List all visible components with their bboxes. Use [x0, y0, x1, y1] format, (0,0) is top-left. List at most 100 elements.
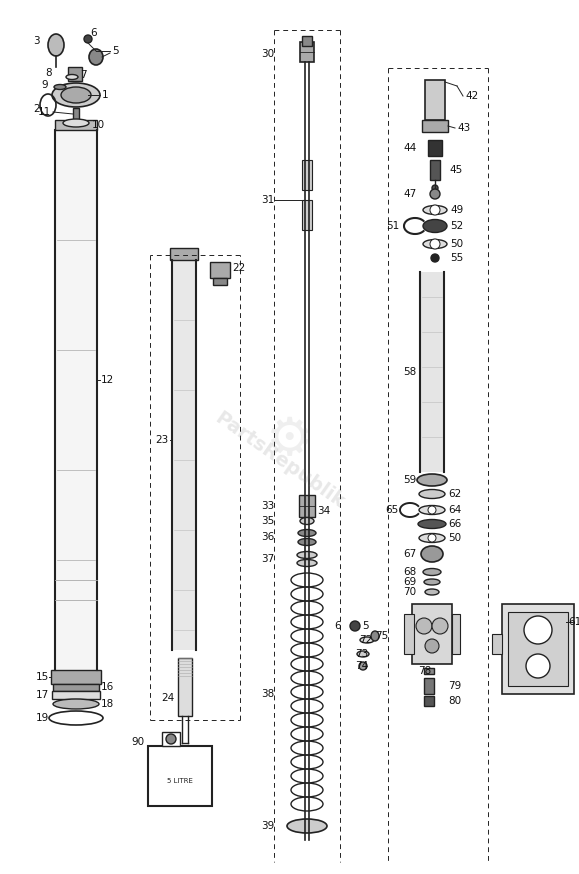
Bar [300, 42, 314, 62]
Ellipse shape [419, 505, 445, 515]
Text: 50: 50 [448, 533, 461, 543]
Bar [412, 604, 452, 664]
Ellipse shape [298, 530, 316, 537]
Text: 35: 35 [261, 516, 274, 526]
Circle shape [416, 618, 432, 634]
Text: 72: 72 [359, 635, 372, 645]
Text: 78: 78 [418, 666, 431, 676]
Ellipse shape [48, 34, 64, 56]
Circle shape [359, 662, 367, 670]
Ellipse shape [53, 699, 99, 709]
Text: 68: 68 [403, 567, 416, 577]
Ellipse shape [298, 538, 316, 545]
Bar [170, 248, 198, 260]
Circle shape [430, 239, 440, 249]
Bar [52, 691, 100, 699]
Text: 43: 43 [457, 123, 470, 133]
Text: 65: 65 [385, 505, 398, 515]
Circle shape [432, 618, 448, 634]
Ellipse shape [52, 83, 100, 107]
Ellipse shape [421, 546, 443, 562]
Ellipse shape [423, 568, 441, 575]
Text: 51: 51 [386, 221, 399, 231]
Text: 11: 11 [38, 107, 51, 117]
Text: 60: 60 [578, 644, 579, 654]
Text: 61: 61 [568, 617, 579, 627]
Text: 80: 80 [448, 696, 461, 706]
Circle shape [431, 254, 439, 262]
Circle shape [432, 185, 438, 191]
Text: 10: 10 [92, 120, 105, 130]
Bar [502, 604, 574, 694]
Bar [424, 678, 434, 694]
Bar [424, 696, 434, 706]
Text: 70: 70 [403, 587, 416, 597]
Bar [55, 130, 97, 670]
Text: 18: 18 [101, 699, 114, 709]
Text: 45: 45 [449, 165, 462, 175]
Text: 37: 37 [261, 554, 274, 564]
Text: 9: 9 [41, 80, 48, 90]
Text: 74: 74 [355, 661, 368, 671]
Ellipse shape [63, 119, 89, 127]
Bar [508, 612, 568, 686]
Text: 59: 59 [403, 475, 416, 485]
Text: 12: 12 [101, 375, 114, 385]
Text: 8: 8 [45, 68, 52, 78]
Ellipse shape [89, 49, 103, 65]
Ellipse shape [360, 637, 374, 643]
Text: 5: 5 [362, 621, 369, 631]
Bar [492, 634, 502, 654]
Text: PartsRepublik: PartsRepublik [212, 408, 348, 512]
Text: 24: 24 [161, 693, 174, 703]
Ellipse shape [297, 551, 317, 558]
Ellipse shape [424, 579, 440, 585]
Ellipse shape [423, 205, 447, 214]
Bar [424, 668, 434, 674]
Bar [302, 160, 312, 190]
Text: 6: 6 [335, 621, 341, 631]
Text: 52: 52 [450, 221, 463, 231]
Circle shape [84, 35, 92, 43]
Text: 16: 16 [101, 682, 114, 692]
Circle shape [350, 621, 360, 631]
Bar [73, 108, 79, 120]
Ellipse shape [61, 87, 91, 103]
Bar [162, 732, 180, 746]
Bar [302, 200, 312, 230]
Circle shape [428, 506, 436, 514]
Text: 36: 36 [261, 532, 274, 542]
Bar [148, 746, 212, 806]
Text: 90: 90 [131, 737, 144, 747]
Text: 6: 6 [90, 28, 97, 38]
Bar [55, 120, 97, 130]
Circle shape [526, 654, 550, 678]
Ellipse shape [419, 533, 445, 543]
Circle shape [430, 189, 440, 199]
Ellipse shape [419, 489, 445, 498]
Text: 5: 5 [112, 46, 119, 56]
Text: 42: 42 [465, 91, 478, 101]
Bar [425, 80, 445, 120]
Ellipse shape [287, 819, 327, 833]
Text: 44: 44 [404, 143, 417, 153]
Bar [53, 684, 99, 691]
Bar [422, 120, 448, 132]
Text: 49: 49 [450, 205, 463, 215]
Bar [210, 262, 230, 278]
Circle shape [428, 534, 436, 542]
Ellipse shape [66, 74, 78, 80]
Bar [420, 272, 444, 472]
Text: 2: 2 [34, 104, 40, 114]
Bar [51, 670, 101, 684]
Text: 73: 73 [355, 649, 368, 659]
Circle shape [425, 639, 439, 653]
Text: 75: 75 [375, 631, 389, 641]
Ellipse shape [418, 519, 446, 529]
Ellipse shape [357, 651, 369, 657]
Text: 55: 55 [450, 253, 463, 263]
Text: 30: 30 [261, 49, 274, 59]
Text: 58: 58 [403, 367, 416, 377]
Circle shape [430, 205, 440, 215]
Text: 34: 34 [317, 506, 330, 516]
